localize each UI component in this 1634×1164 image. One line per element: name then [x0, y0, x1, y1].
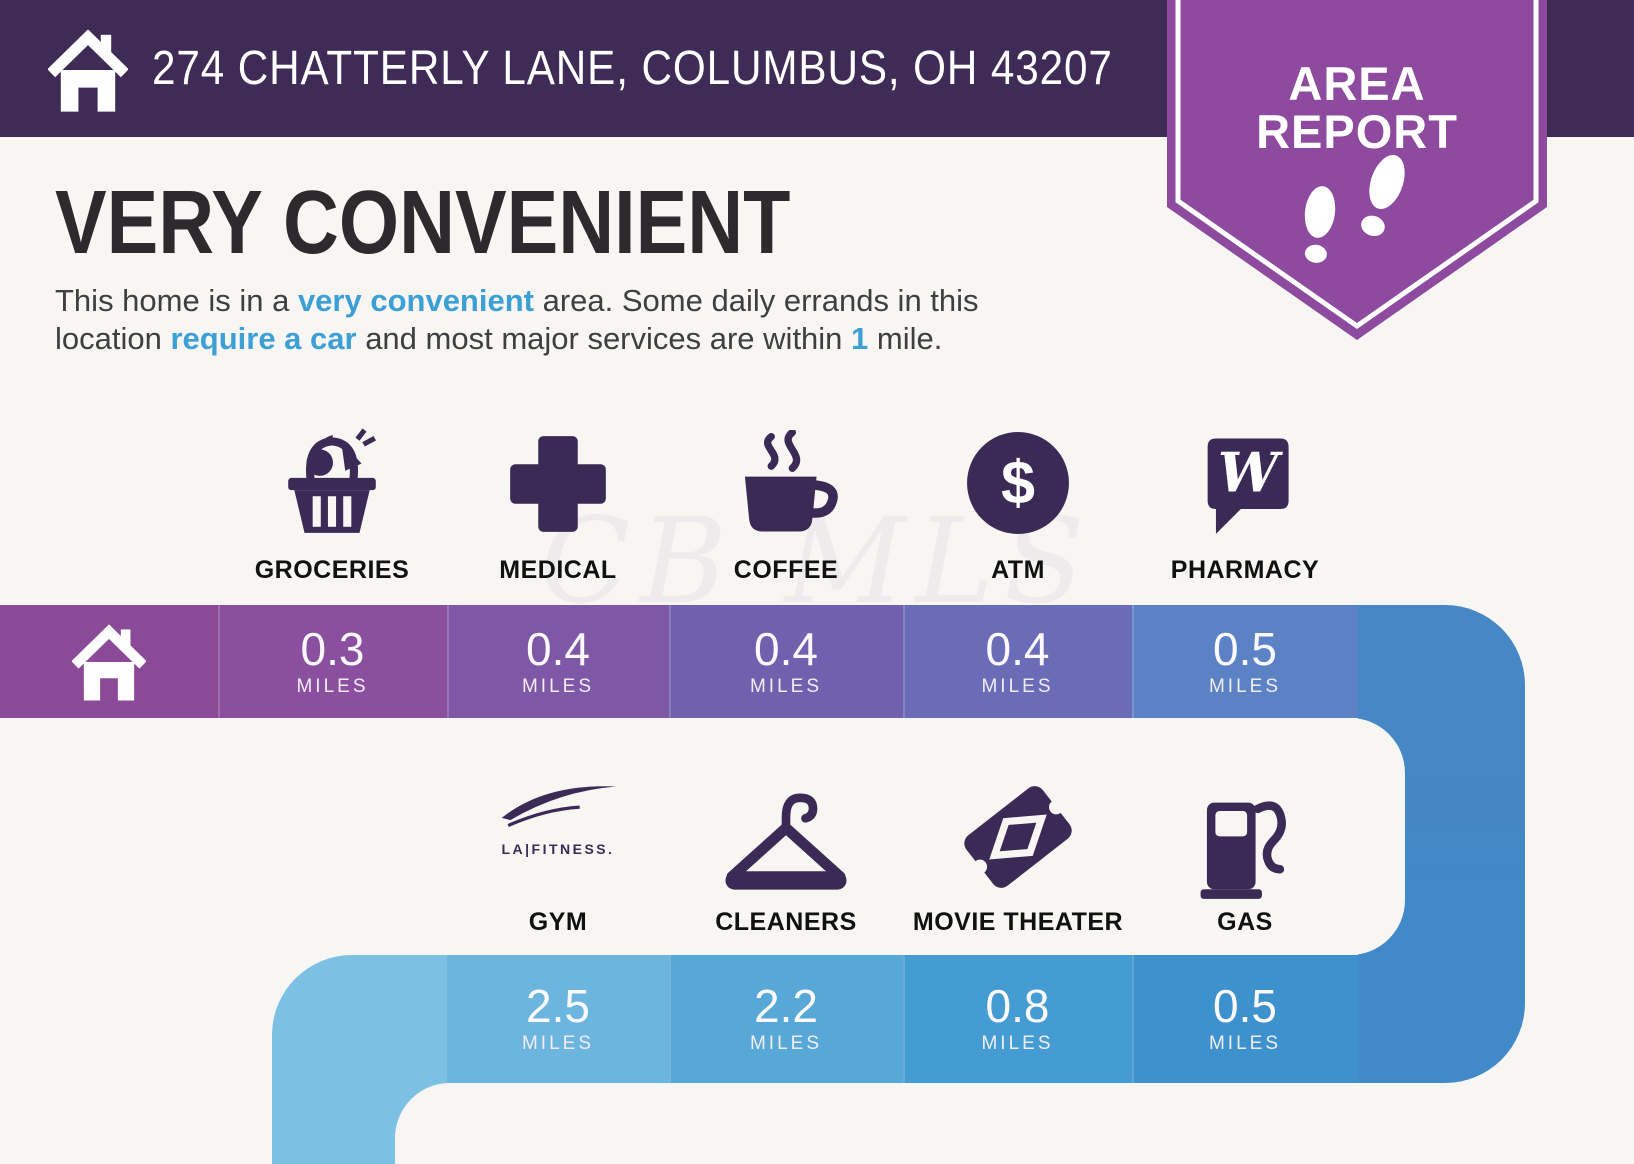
- intro-highlight-require-a-car: require a car: [170, 321, 357, 356]
- distance-value: 0.5: [1213, 622, 1277, 675]
- intro-text: This home is in a very convenient area. …: [55, 282, 979, 358]
- distance-unit: MILES: [521, 1033, 595, 1054]
- distance-value: 0.4: [526, 622, 590, 675]
- distance-cell-movie-theater: 0.8 MILES: [903, 955, 1132, 1083]
- distance-cell-medical: 0.4 MILES: [447, 605, 669, 718]
- distance-unit: MILES: [981, 675, 1054, 697]
- la-fitness-wordmark: LA|FITNESS.: [501, 841, 615, 857]
- badge-line1: AREA: [1288, 57, 1425, 110]
- distance-unit: MILES: [1208, 1033, 1282, 1054]
- intro-text-plain: area. Some daily errands in this: [533, 283, 979, 318]
- atm-icon: $: [898, 418, 1138, 536]
- distance-cell-cleaners: 2.2 MILES: [669, 955, 903, 1083]
- intro-line1: This home is in a very convenient area. …: [55, 282, 979, 320]
- distance-cell-atm: 0.4 MILES: [903, 605, 1132, 718]
- groceries-icon: [212, 418, 452, 536]
- distance-value: 0.5: [1213, 980, 1277, 1032]
- distance-cell-gym: 2.5 MILES: [447, 955, 669, 1083]
- intro-text-plain: and most major services are within: [356, 321, 852, 356]
- label-movie-theater: MOVIE THEATER: [912, 908, 1124, 936]
- page-title: VERY CONVENIENT: [55, 173, 791, 273]
- area-report-badge: AREA REPORT: [1167, 0, 1547, 340]
- home-icon: [72, 623, 146, 700]
- walgreens-w-glyph: W: [1218, 440, 1284, 504]
- intro-highlight-one: 1: [851, 321, 869, 356]
- pharmacy-icon: W: [1125, 418, 1365, 536]
- intro-line2: location require a car and most major se…: [55, 320, 979, 358]
- middle-band: [0, 718, 1405, 955]
- distance-unit: MILES: [521, 675, 595, 697]
- distance-unit: MILES: [749, 675, 823, 697]
- label-medical: MEDICAL: [499, 556, 617, 584]
- intro-text-plain: mile.: [868, 321, 943, 356]
- label-cleaners: CLEANERS: [715, 908, 857, 936]
- bottom-band: [395, 1083, 1634, 1164]
- badge-line2: REPORT: [1256, 105, 1458, 158]
- distance-unit: MILES: [296, 675, 369, 697]
- distance-value: 0.4: [985, 622, 1050, 675]
- distance-cell-home: [0, 605, 218, 718]
- property-address: 274 CHATTERLY LANE, COLUMBUS, OH 43207: [152, 42, 1113, 95]
- distance-cell-groceries: 0.3 MILES: [218, 605, 447, 718]
- distance-cell-coffee: 0.4 MILES: [669, 605, 903, 718]
- distance-value: 2.5: [526, 980, 590, 1032]
- label-atm: ATM: [991, 556, 1045, 584]
- distance-cell-gas: 0.5 MILES: [1132, 955, 1358, 1083]
- label-gas: GAS: [1217, 908, 1273, 936]
- intro-text-plain: This home is in a: [55, 283, 298, 318]
- movie-theater-icon: [898, 752, 1138, 900]
- distance-cell-pharmacy: 0.5 MILES: [1132, 605, 1358, 718]
- distance-value: 0.4: [754, 622, 818, 675]
- coffee-icon: [666, 418, 906, 536]
- footprints-icon: [1304, 155, 1405, 263]
- distance-value: 2.2: [754, 980, 818, 1032]
- label-coffee: COFFEE: [733, 556, 839, 584]
- gas-icon: [1125, 752, 1365, 900]
- gym-icon: LA|FITNESS.: [438, 780, 678, 857]
- distance-value: 0.8: [985, 980, 1050, 1032]
- label-pharmacy: PHARMACY: [1170, 556, 1320, 584]
- cleaners-icon: [666, 752, 906, 900]
- intro-text-plain: location: [55, 321, 171, 356]
- distance-unit: MILES: [1208, 675, 1282, 697]
- label-groceries: GROCERIES: [254, 556, 410, 584]
- medical-icon: [438, 418, 678, 536]
- distance-value: 0.3: [300, 622, 365, 675]
- home-icon: [48, 29, 128, 112]
- distance-unit: MILES: [981, 1033, 1054, 1054]
- intro-highlight-very-convenient: very convenient: [297, 283, 534, 318]
- label-gym: GYM: [528, 908, 588, 936]
- dollar-glyph: $: [1001, 448, 1035, 516]
- distance-unit: MILES: [749, 1033, 823, 1054]
